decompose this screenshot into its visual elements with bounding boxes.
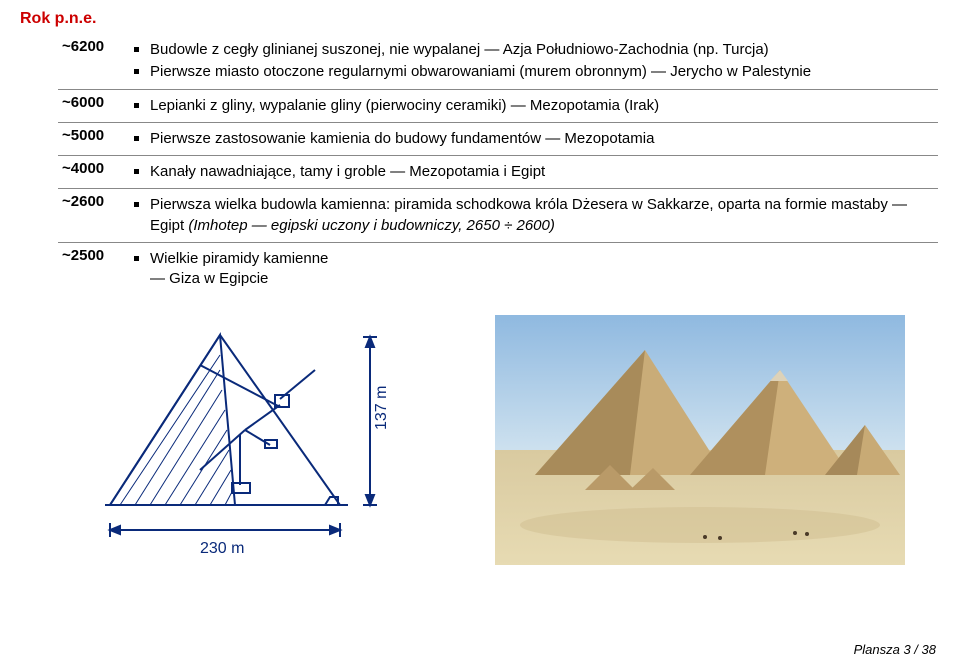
year-cell: ~6000	[58, 89, 128, 122]
giza-photo	[495, 315, 905, 565]
table-row: ~6200Budowle z cegły glinianej suszonej,…	[58, 34, 938, 89]
figures-row: 137 m 230 m	[80, 315, 940, 565]
events-cell: Kanały nawadniające, tamy i groble — Mez…	[128, 156, 938, 189]
timeline-table: ~6200Budowle z cegły glinianej suszonej,…	[58, 34, 938, 295]
events-cell: Pierwsza wielka budowla kamienna: pirami…	[128, 189, 938, 243]
events-cell: Lepianki z gliny, wypalanie gliny (pierw…	[128, 89, 938, 122]
event-item: Pierwsza wielka budowla kamienna: pirami…	[132, 195, 930, 236]
table-row: ~4000Kanały nawadniające, tamy i groble …	[58, 156, 938, 189]
event-item: Wielkie piramidy kamienne— Giza w Egipci…	[132, 249, 930, 290]
year-cell: ~2500	[58, 242, 128, 295]
year-cell: ~6200	[58, 34, 128, 89]
pyramid-diagram: 137 m 230 m	[80, 315, 440, 565]
height-label: 137 m	[373, 386, 390, 430]
event-item: Budowle z cegły glinianej suszonej, nie …	[132, 40, 930, 60]
year-cell: ~5000	[58, 122, 128, 155]
event-item: Lepianki z gliny, wypalanie gliny (pierw…	[132, 96, 930, 116]
table-row: ~5000Pierwsze zastosowanie kamienia do b…	[58, 122, 938, 155]
table-row: ~2600Pierwsza wielka budowla kamienna: p…	[58, 189, 938, 243]
events-cell: Pierwsze zastosowanie kamienia do budowy…	[128, 122, 938, 155]
page-title: Rok p.n.e.	[20, 10, 940, 28]
year-cell: ~4000	[58, 156, 128, 189]
table-row: ~2500Wielkie piramidy kamienne— Giza w E…	[58, 242, 938, 295]
events-cell: Budowle z cegły glinianej suszonej, nie …	[128, 34, 938, 89]
table-row: ~6000Lepianki z gliny, wypalanie gliny (…	[58, 89, 938, 122]
event-item: Pierwsze zastosowanie kamienia do budowy…	[132, 129, 930, 149]
width-label: 230 m	[200, 540, 244, 557]
event-item: Kanały nawadniające, tamy i groble — Mez…	[132, 162, 930, 182]
slide-footer: Plansza 3 / 38	[854, 642, 936, 657]
event-item: Pierwsze miasto otoczone regularnymi obw…	[132, 62, 930, 82]
year-cell: ~2600	[58, 189, 128, 243]
events-cell: Wielkie piramidy kamienne— Giza w Egipci…	[128, 242, 938, 295]
